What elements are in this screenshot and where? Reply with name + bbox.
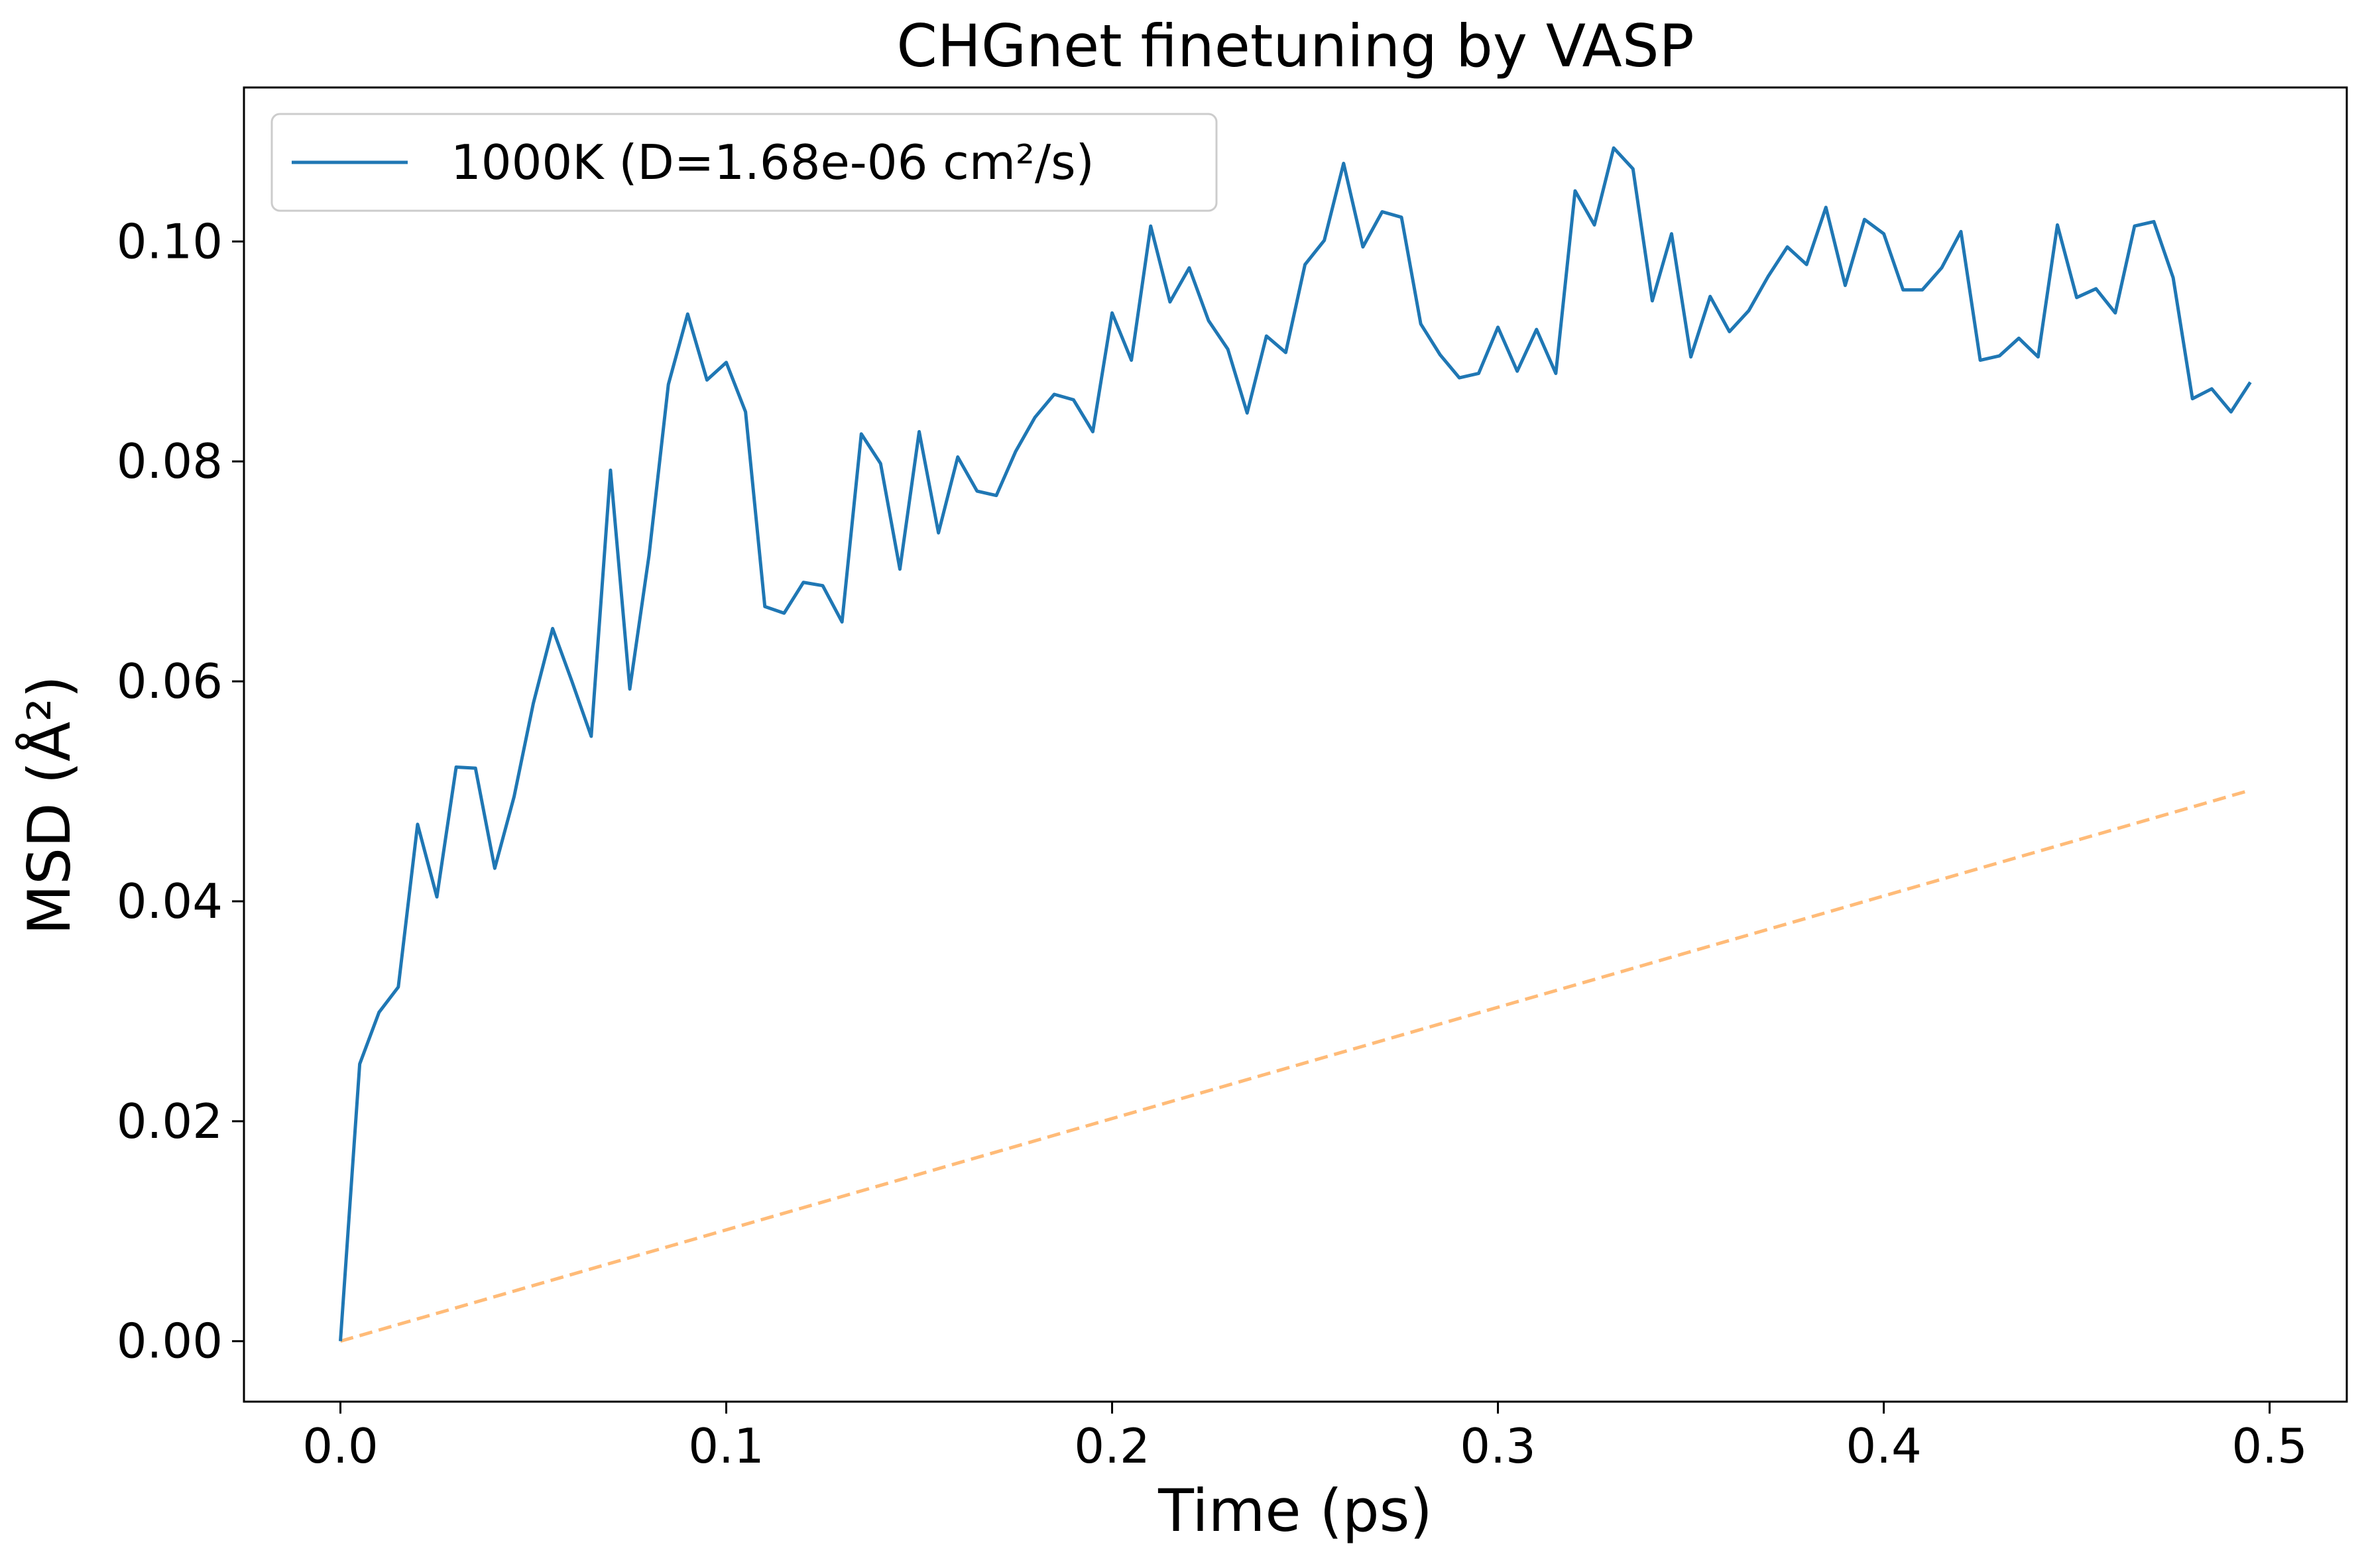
- x-tick-label: 0.2: [1074, 1418, 1150, 1474]
- x-tick-label: 0.5: [2231, 1418, 2308, 1474]
- legend-entry-label: 1000K (D=1.68e-06 cm²/s): [451, 135, 1094, 190]
- y-tick-label: 0.04: [117, 873, 223, 929]
- axis-ticks: 0.0 0.1 0.2 0.3 0.4 0.5 0.00 0.02 0.04 0.06 0.08 0.…: [117, 213, 2308, 1474]
- plot-area: [339, 146, 2252, 1343]
- chart-title: CHGnet finetuning by VASP: [896, 12, 1694, 80]
- series-line-1000k: [339, 146, 2252, 1341]
- y-tick-label: 0.06: [117, 653, 223, 709]
- axes-frame: [243, 86, 2348, 1403]
- x-tick-label: 0.3: [1460, 1418, 1536, 1474]
- x-axis-label: Time (ps): [1157, 1477, 1433, 1545]
- x-tick-label: 0.4: [1846, 1418, 1922, 1474]
- y-tick-label: 0.02: [117, 1093, 223, 1149]
- series-line-linear-fit: [339, 788, 2251, 1343]
- y-tick-label: 0.10: [117, 213, 223, 269]
- y-tick-label: 0.08: [117, 433, 223, 489]
- legend-box: [270, 113, 1218, 212]
- legend: 1000K (D=1.68e-06 cm²/s): [270, 113, 1218, 212]
- x-tick-label: 0.0: [302, 1418, 379, 1474]
- y-axis-label: MSD (Å²): [15, 675, 84, 935]
- x-tick-label: 0.1: [688, 1418, 764, 1474]
- y-tick-label: 0.00: [117, 1314, 223, 1369]
